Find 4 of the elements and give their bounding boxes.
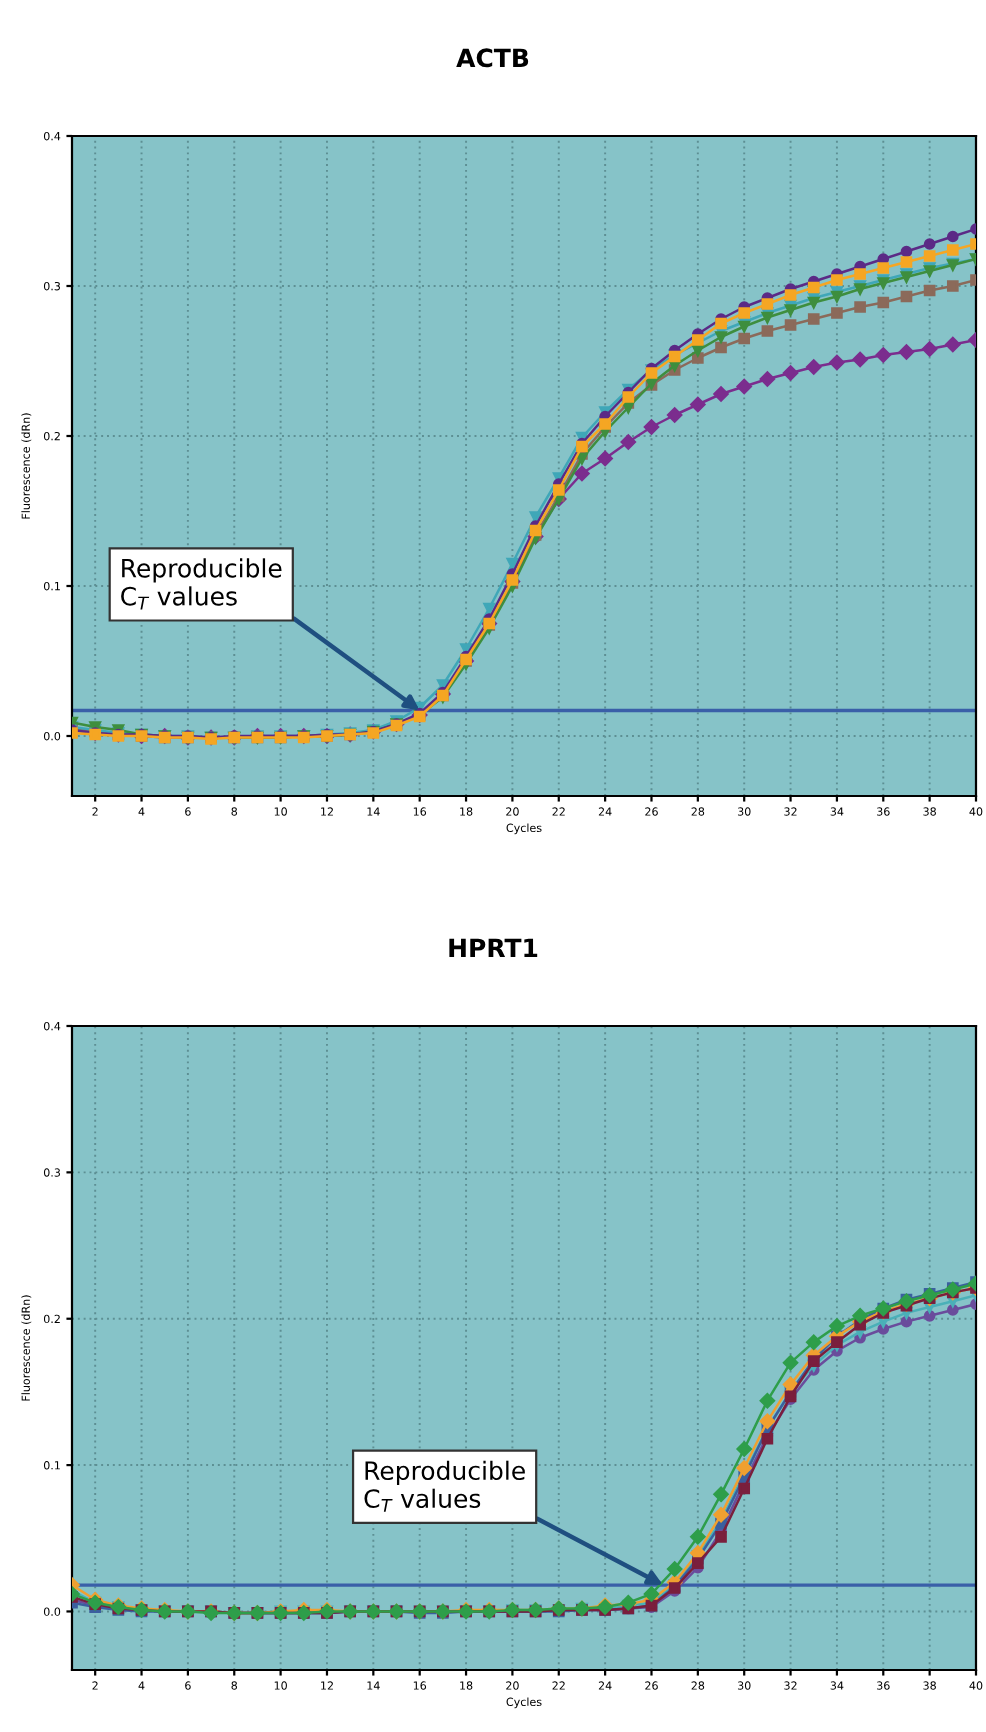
annotation: Reproducible C$_{T}$ values xyxy=(121,558,282,610)
annotation: Reproducible C$_{T}$ values xyxy=(364,1460,525,1512)
chart-title: ACTB xyxy=(456,48,529,68)
chart-title: HPRT1 xyxy=(449,938,538,957)
